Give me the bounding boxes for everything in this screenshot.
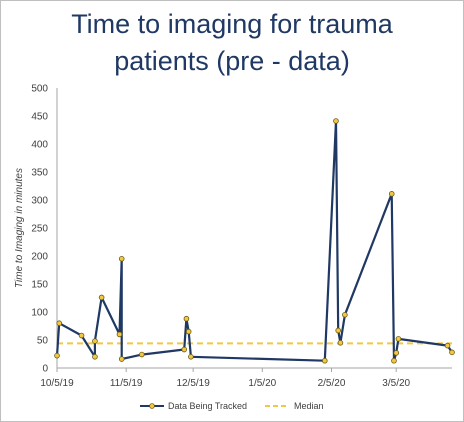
chart-title: Time to imaging for trauma patients (pre…	[0, 6, 464, 80]
data-point	[188, 353, 194, 360]
y-tick-label: 450	[31, 112, 48, 123]
data-point	[78, 332, 85, 339]
y-tick-label: 350	[31, 168, 48, 179]
legend-item-median: Median	[265, 401, 324, 411]
data-point	[337, 339, 344, 346]
y-tick-label: 400	[31, 140, 48, 151]
data-point	[118, 255, 125, 262]
series-line	[55, 119, 453, 362]
data-point	[395, 336, 402, 342]
x-tick-label: 1/5/20	[248, 378, 276, 389]
data-point	[335, 327, 341, 334]
data-point	[139, 351, 145, 358]
legend: Data Being Tracked Median	[140, 401, 324, 411]
data-point	[98, 294, 105, 301]
data-point	[116, 331, 123, 338]
axes	[56, 88, 452, 369]
legend-data-label: Data Being Tracked	[168, 401, 247, 411]
data-point	[181, 346, 188, 353]
x-tick-label: 12/5/19	[176, 378, 210, 389]
legend-data-marker	[149, 403, 155, 409]
data-point	[118, 356, 125, 362]
legend-median-label: Median	[294, 401, 324, 411]
x-tick-labels: 10/5/19 11/5/19 12/5/19 1/5/20 2/5/20 3/5/20	[40, 368, 411, 389]
y-tick-label: 200	[31, 252, 48, 263]
data-point	[333, 118, 339, 124]
data-point	[54, 352, 60, 359]
y-tick-label: 100	[31, 308, 48, 319]
x-tick-label: 11/5/19	[110, 378, 143, 389]
y-tick-label: 150	[31, 280, 48, 291]
data-point	[321, 357, 328, 364]
data-point	[391, 357, 397, 364]
chart-title-line-1: Time to imaging for trauma	[71, 9, 393, 39]
data-point	[388, 191, 395, 197]
y-tick-label: 0	[42, 364, 48, 375]
data-point	[183, 315, 190, 322]
data-point	[393, 350, 400, 356]
legend-item-data: Data Being Tracked	[140, 401, 247, 411]
data-series	[54, 118, 455, 364]
y-tick-label: 50	[37, 336, 49, 347]
data-point	[444, 342, 451, 349]
y-axis-label: Time to Imaging in minutes	[14, 168, 25, 288]
data-point	[449, 349, 455, 356]
y-tick-label: 250	[31, 224, 48, 235]
y-tick-label: 300	[31, 196, 48, 207]
x-tick-label: 3/5/20	[382, 378, 410, 389]
y-tick-label: 500	[31, 84, 48, 95]
data-point	[92, 353, 98, 360]
x-tick-label: 2/5/20	[318, 378, 346, 389]
data-point	[92, 338, 98, 344]
x-tick-label: 10/5/19	[40, 378, 74, 389]
y-tick-labels: 0 50 100 150 200 250 300 350 400 450 500	[31, 84, 48, 375]
data-point	[342, 311, 348, 318]
data-point	[56, 320, 63, 327]
data-point	[185, 328, 192, 335]
chart-title-line-2: patients (pre - data)	[114, 46, 350, 76]
